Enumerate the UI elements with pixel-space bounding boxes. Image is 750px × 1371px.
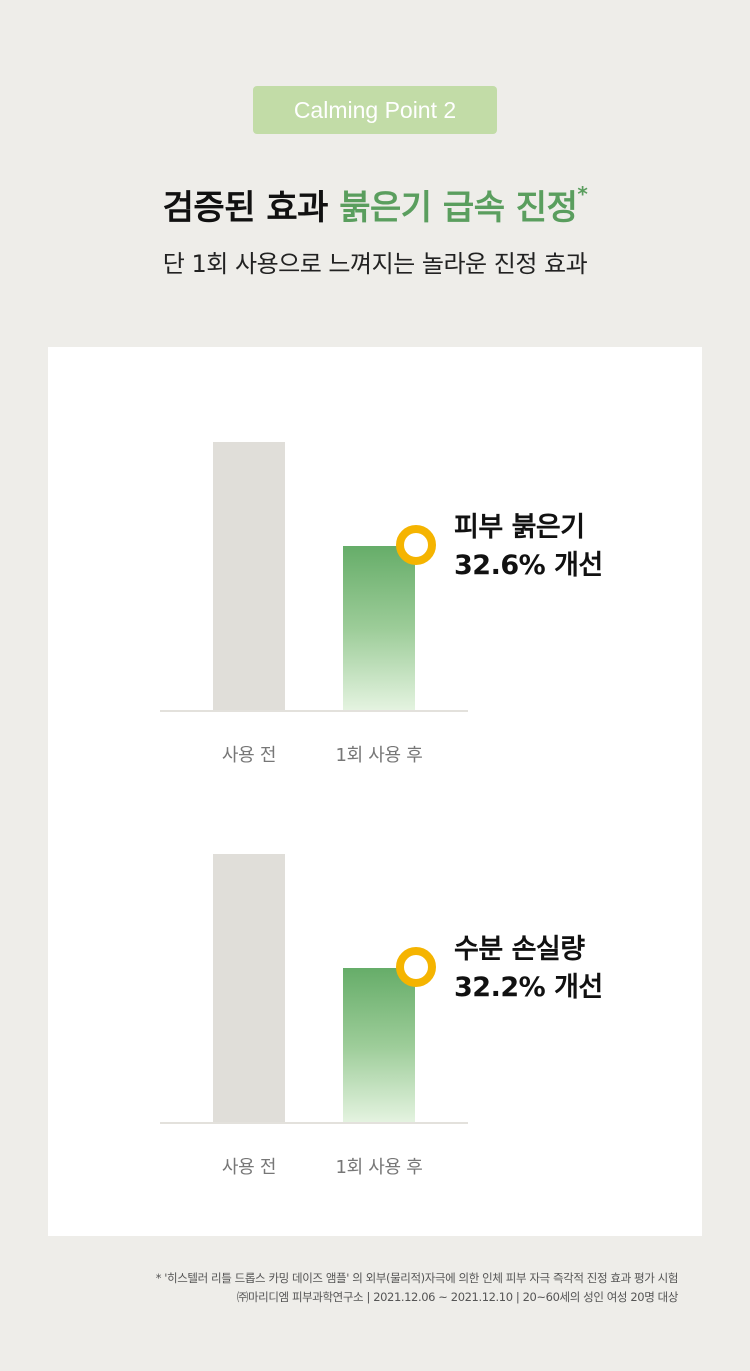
tick-label-before: 사용 전 — [221, 745, 277, 766]
moisture-loss-chart: 수분 손실량 32.2% 개선 사용 전 1회 사용 후 — [48, 759, 702, 1178]
headline-accent: 붉은기 급속 진정 — [339, 188, 578, 228]
tick-label-after: 1회 사용 후 — [335, 745, 423, 766]
chart-baseline — [160, 1122, 468, 1124]
calming-point-badge: Calming Point 2 — [253, 86, 497, 134]
tick-label-after: 1회 사용 후 — [335, 1157, 423, 1178]
headline-prefix: 검증된 효과 — [162, 188, 329, 228]
highlight-ring-icon — [396, 947, 436, 987]
redness-callout: 피부 붉은기 32.6% 개선 — [454, 509, 603, 585]
bar-before-use — [213, 854, 285, 1122]
callout-value: 32.6% 개선 — [454, 550, 603, 581]
chart-panel: 피부 붉은기 32.6% 개선 사용 전 1회 사용 후 수분 손실량 32.2… — [48, 347, 702, 1236]
highlight-ring-icon — [396, 525, 436, 565]
bar-before-use — [213, 442, 285, 710]
subheadline: 단 1회 사용으로 느껴지는 놀라운 진정 효과 — [162, 250, 588, 278]
callout-title: 피부 붉은기 — [454, 512, 585, 543]
chart-baseline — [160, 710, 468, 712]
redness-chart: 피부 붉은기 32.6% 개선 사용 전 1회 사용 후 — [48, 347, 702, 766]
bar-after-use — [343, 546, 415, 710]
headline: 검증된 효과 붉은기 급속 진정* — [0, 180, 750, 229]
callout-title: 수분 손실량 — [454, 934, 585, 965]
tick-label-before: 사용 전 — [221, 1157, 277, 1178]
bar-after-use — [343, 968, 415, 1122]
moisture-callout: 수분 손실량 32.2% 개선 — [454, 931, 603, 1007]
callout-value: 32.2% 개선 — [454, 972, 603, 1003]
footnote-line-1: * '히스텔러 리틀 드롭스 카밍 데이즈 앰플' 의 외부(물리적)자극에 의… — [155, 1271, 679, 1285]
footnote-line-2: ㈜마리디엠 피부과학연구소 | 2021.12.06 ~ 2021.12.10 … — [236, 1290, 679, 1304]
headline-asterisk: * — [577, 182, 588, 206]
